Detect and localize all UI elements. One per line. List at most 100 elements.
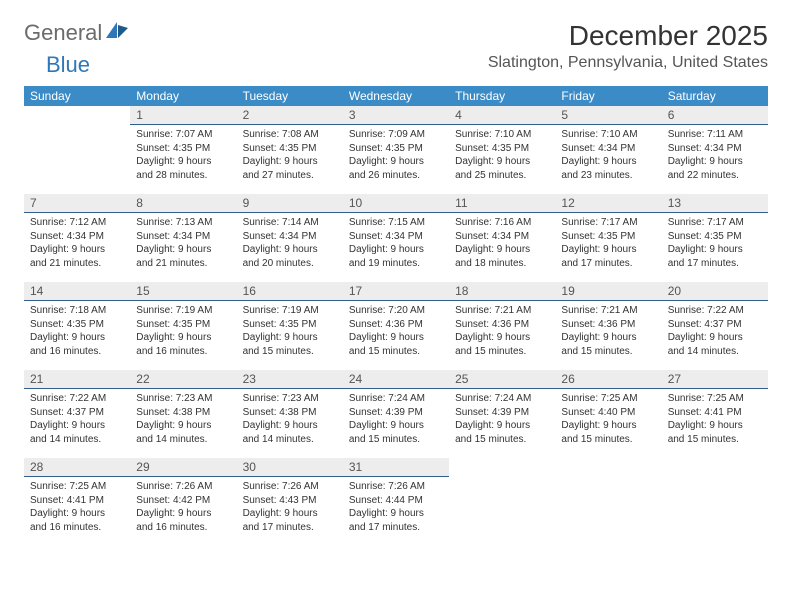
day-content: Sunrise: 7:21 AMSunset: 4:36 PMDaylight:… xyxy=(555,301,661,361)
daylight-text: and 21 minutes. xyxy=(136,257,230,271)
logo-text-blue: Blue xyxy=(46,52,90,77)
day-content: Sunrise: 7:10 AMSunset: 4:35 PMDaylight:… xyxy=(449,125,555,185)
day-number: 30 xyxy=(237,458,343,477)
sunrise-text: Sunrise: 7:19 AM xyxy=(136,304,230,318)
calendar-cell: 29Sunrise: 7:26 AMSunset: 4:42 PMDayligh… xyxy=(130,458,236,546)
calendar-cell: 17Sunrise: 7:20 AMSunset: 4:36 PMDayligh… xyxy=(343,282,449,370)
sunrise-text: Sunrise: 7:25 AM xyxy=(30,480,124,494)
sunrise-text: Sunrise: 7:10 AM xyxy=(561,128,655,142)
day-number: 4 xyxy=(449,106,555,125)
day-number: 17 xyxy=(343,282,449,301)
calendar-table: Sunday Monday Tuesday Wednesday Thursday… xyxy=(24,86,768,546)
sunrise-text: Sunrise: 7:21 AM xyxy=(561,304,655,318)
day-content: Sunrise: 7:23 AMSunset: 4:38 PMDaylight:… xyxy=(237,389,343,449)
calendar-cell: 19Sunrise: 7:21 AMSunset: 4:36 PMDayligh… xyxy=(555,282,661,370)
sunrise-text: Sunrise: 7:15 AM xyxy=(349,216,443,230)
calendar-cell: 14Sunrise: 7:18 AMSunset: 4:35 PMDayligh… xyxy=(24,282,130,370)
sunset-text: Sunset: 4:35 PM xyxy=(561,230,655,244)
day-number: 2 xyxy=(237,106,343,125)
sunrise-text: Sunrise: 7:26 AM xyxy=(136,480,230,494)
day-content: Sunrise: 7:21 AMSunset: 4:36 PMDaylight:… xyxy=(449,301,555,361)
day-number: 23 xyxy=(237,370,343,389)
daylight-text: Daylight: 9 hours xyxy=(455,331,549,345)
daylight-text: Daylight: 9 hours xyxy=(136,419,230,433)
calendar-cell: 10Sunrise: 7:15 AMSunset: 4:34 PMDayligh… xyxy=(343,194,449,282)
day-number: 13 xyxy=(662,194,768,213)
sunset-text: Sunset: 4:40 PM xyxy=(561,406,655,420)
calendar-cell: 30Sunrise: 7:26 AMSunset: 4:43 PMDayligh… xyxy=(237,458,343,546)
sunset-text: Sunset: 4:36 PM xyxy=(455,318,549,332)
sunrise-text: Sunrise: 7:22 AM xyxy=(668,304,762,318)
sunset-text: Sunset: 4:35 PM xyxy=(30,318,124,332)
calendar-cell: 11Sunrise: 7:16 AMSunset: 4:34 PMDayligh… xyxy=(449,194,555,282)
sunrise-text: Sunrise: 7:25 AM xyxy=(561,392,655,406)
sunset-text: Sunset: 4:34 PM xyxy=(561,142,655,156)
sunrise-text: Sunrise: 7:16 AM xyxy=(455,216,549,230)
daylight-text: and 14 minutes. xyxy=(668,345,762,359)
day-number: 6 xyxy=(662,106,768,125)
daylight-text: Daylight: 9 hours xyxy=(136,155,230,169)
day-number: 20 xyxy=(662,282,768,301)
calendar-cell: 6Sunrise: 7:11 AMSunset: 4:34 PMDaylight… xyxy=(662,106,768,194)
sunrise-text: Sunrise: 7:26 AM xyxy=(349,480,443,494)
daylight-text: Daylight: 9 hours xyxy=(561,331,655,345)
calendar-cell: 25Sunrise: 7:24 AMSunset: 4:39 PMDayligh… xyxy=(449,370,555,458)
day-number: 12 xyxy=(555,194,661,213)
sunrise-text: Sunrise: 7:22 AM xyxy=(30,392,124,406)
calendar-row: 1Sunrise: 7:07 AMSunset: 4:35 PMDaylight… xyxy=(24,106,768,194)
daylight-text: and 14 minutes. xyxy=(30,433,124,447)
day-content: Sunrise: 7:15 AMSunset: 4:34 PMDaylight:… xyxy=(343,213,449,273)
day-number: 1 xyxy=(130,106,236,125)
sunrise-text: Sunrise: 7:14 AM xyxy=(243,216,337,230)
sunset-text: Sunset: 4:34 PM xyxy=(349,230,443,244)
sunrise-text: Sunrise: 7:13 AM xyxy=(136,216,230,230)
day-content: Sunrise: 7:17 AMSunset: 4:35 PMDaylight:… xyxy=(555,213,661,273)
calendar-row: 28Sunrise: 7:25 AMSunset: 4:41 PMDayligh… xyxy=(24,458,768,546)
sunrise-text: Sunrise: 7:21 AM xyxy=(455,304,549,318)
daylight-text: Daylight: 9 hours xyxy=(668,419,762,433)
daylight-text: and 15 minutes. xyxy=(561,433,655,447)
day-content: Sunrise: 7:07 AMSunset: 4:35 PMDaylight:… xyxy=(130,125,236,185)
sunrise-text: Sunrise: 7:08 AM xyxy=(243,128,337,142)
daylight-text: Daylight: 9 hours xyxy=(455,155,549,169)
day-content: Sunrise: 7:26 AMSunset: 4:42 PMDaylight:… xyxy=(130,477,236,537)
sunset-text: Sunset: 4:38 PM xyxy=(136,406,230,420)
weekday-header: Sunday xyxy=(24,86,130,106)
sunrise-text: Sunrise: 7:12 AM xyxy=(30,216,124,230)
day-content: Sunrise: 7:24 AMSunset: 4:39 PMDaylight:… xyxy=(343,389,449,449)
daylight-text: Daylight: 9 hours xyxy=(30,419,124,433)
sunset-text: Sunset: 4:41 PM xyxy=(30,494,124,508)
day-content: Sunrise: 7:25 AMSunset: 4:40 PMDaylight:… xyxy=(555,389,661,449)
calendar-row: 21Sunrise: 7:22 AMSunset: 4:37 PMDayligh… xyxy=(24,370,768,458)
daylight-text: Daylight: 9 hours xyxy=(243,507,337,521)
sunset-text: Sunset: 4:39 PM xyxy=(455,406,549,420)
day-content: Sunrise: 7:22 AMSunset: 4:37 PMDaylight:… xyxy=(24,389,130,449)
daylight-text: Daylight: 9 hours xyxy=(136,507,230,521)
calendar-cell: 31Sunrise: 7:26 AMSunset: 4:44 PMDayligh… xyxy=(343,458,449,546)
sunset-text: Sunset: 4:35 PM xyxy=(349,142,443,156)
daylight-text: Daylight: 9 hours xyxy=(349,155,443,169)
daylight-text: Daylight: 9 hours xyxy=(30,507,124,521)
day-number: 8 xyxy=(130,194,236,213)
sunrise-text: Sunrise: 7:19 AM xyxy=(243,304,337,318)
daylight-text: Daylight: 9 hours xyxy=(30,243,124,257)
sunset-text: Sunset: 4:36 PM xyxy=(561,318,655,332)
daylight-text: Daylight: 9 hours xyxy=(455,419,549,433)
daylight-text: and 15 minutes. xyxy=(455,433,549,447)
daylight-text: and 15 minutes. xyxy=(561,345,655,359)
calendar-cell: 5Sunrise: 7:10 AMSunset: 4:34 PMDaylight… xyxy=(555,106,661,194)
day-number: 28 xyxy=(24,458,130,477)
sunset-text: Sunset: 4:37 PM xyxy=(668,318,762,332)
weekday-header: Thursday xyxy=(449,86,555,106)
day-number: 18 xyxy=(449,282,555,301)
day-content: Sunrise: 7:25 AMSunset: 4:41 PMDaylight:… xyxy=(662,389,768,449)
day-number: 31 xyxy=(343,458,449,477)
weekday-header: Wednesday xyxy=(343,86,449,106)
calendar-cell xyxy=(662,458,768,546)
day-content: Sunrise: 7:26 AMSunset: 4:44 PMDaylight:… xyxy=(343,477,449,537)
sunset-text: Sunset: 4:35 PM xyxy=(668,230,762,244)
sunset-text: Sunset: 4:34 PM xyxy=(455,230,549,244)
sunrise-text: Sunrise: 7:20 AM xyxy=(349,304,443,318)
day-content: Sunrise: 7:08 AMSunset: 4:35 PMDaylight:… xyxy=(237,125,343,185)
calendar-cell: 24Sunrise: 7:24 AMSunset: 4:39 PMDayligh… xyxy=(343,370,449,458)
